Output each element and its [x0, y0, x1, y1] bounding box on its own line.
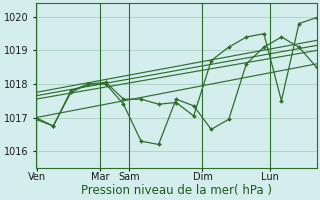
X-axis label: Pression niveau de la mer( hPa ): Pression niveau de la mer( hPa ) — [81, 184, 272, 197]
